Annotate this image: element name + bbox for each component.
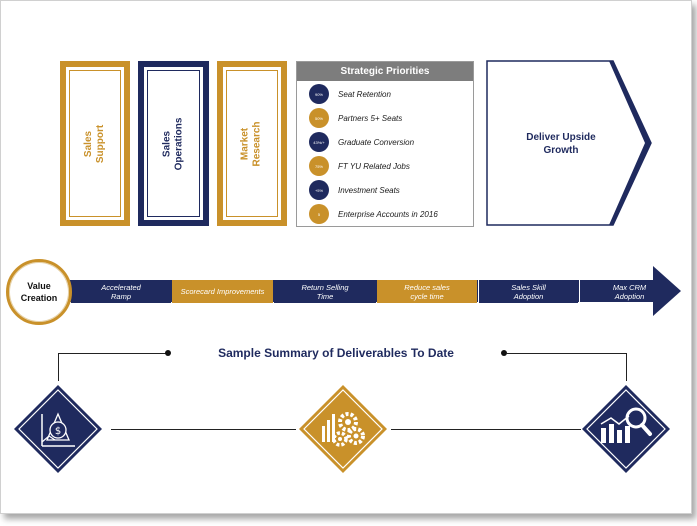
connector-line <box>626 353 627 381</box>
timeline-step: Scorecard Improvements <box>172 280 273 303</box>
deliver-growth-chevron <box>486 60 652 226</box>
priority-badge: 43%/+ <box>309 132 329 152</box>
priority-label: Investment Seats <box>338 185 400 195</box>
priority-label: FT YU Related Jobs <box>338 161 410 171</box>
priority-label: Graduate Conversion <box>338 137 415 147</box>
priority-badge: 90% <box>309 84 329 104</box>
priority-item: 50% Partners 5+ Seats <box>309 107 402 129</box>
dollar-growth-chart-icon: $ <box>14 385 102 473</box>
connector-line <box>506 353 627 354</box>
connector-dot <box>501 350 507 356</box>
box-market-research: Market Research <box>217 61 287 226</box>
deliver-growth-label: Deliver Upside Growth <box>526 132 596 156</box>
connector-dot <box>165 350 171 356</box>
connector-line <box>58 353 59 381</box>
strategic-priorities-title: Strategic Priorities <box>297 62 473 81</box>
slide-frame: Sales Support Sales Operations Market Resea… <box>0 0 692 514</box>
box-sales-support-label: Sales Support <box>82 124 106 163</box>
priority-item: 90% Seat Retention <box>309 83 391 105</box>
box-sales-operations: Sales Operations <box>138 61 209 226</box>
timeline-step: Max CRM Adoption <box>579 280 679 303</box>
timeline-step: Reduce sales cycle time <box>377 280 477 303</box>
connector-line <box>391 429 581 430</box>
priority-item: +5% Investment Seats <box>309 179 400 201</box>
value-creation-circle: Value Creation <box>6 259 72 325</box>
summary-title: Sample Summary of Deliverables To Date <box>218 346 454 360</box>
priority-badge: +5% <box>309 180 329 200</box>
priority-label: Partners 5+ Seats <box>338 113 403 123</box>
priority-label: Seat Retention <box>338 89 391 99</box>
priority-badge: 75% <box>309 156 329 176</box>
gears-chart-icon <box>299 385 387 473</box>
box-sales-operations-label: Sales Operations <box>161 117 185 170</box>
timeline-step: Accelerated Ramp <box>71 280 171 303</box>
connector-line <box>58 353 168 354</box>
timeline-step: Sales Skill Adoption <box>478 280 578 303</box>
box-market-research-label: Market Research <box>240 120 263 167</box>
priority-item: 75% FT YU Related Jobs <box>309 155 410 177</box>
box-sales-support: Sales Support <box>60 61 130 226</box>
strategic-priorities-panel: Strategic Priorities 90% Seat Retention … <box>296 61 474 227</box>
priority-badge: 5 <box>309 204 329 224</box>
svg-text:$: $ <box>55 426 61 437</box>
connector-line <box>111 429 296 430</box>
priority-item: 43%/+ Graduate Conversion <box>309 131 414 153</box>
priority-badge: 50% <box>309 108 329 128</box>
timeline-step: Return Selling Time <box>274 280 376 303</box>
priority-label: Enterprise Accounts in 2016 <box>338 209 438 219</box>
priority-item: 5 Enterprise Accounts in 2016 <box>309 203 438 225</box>
chart-magnifier-icon <box>582 385 670 473</box>
